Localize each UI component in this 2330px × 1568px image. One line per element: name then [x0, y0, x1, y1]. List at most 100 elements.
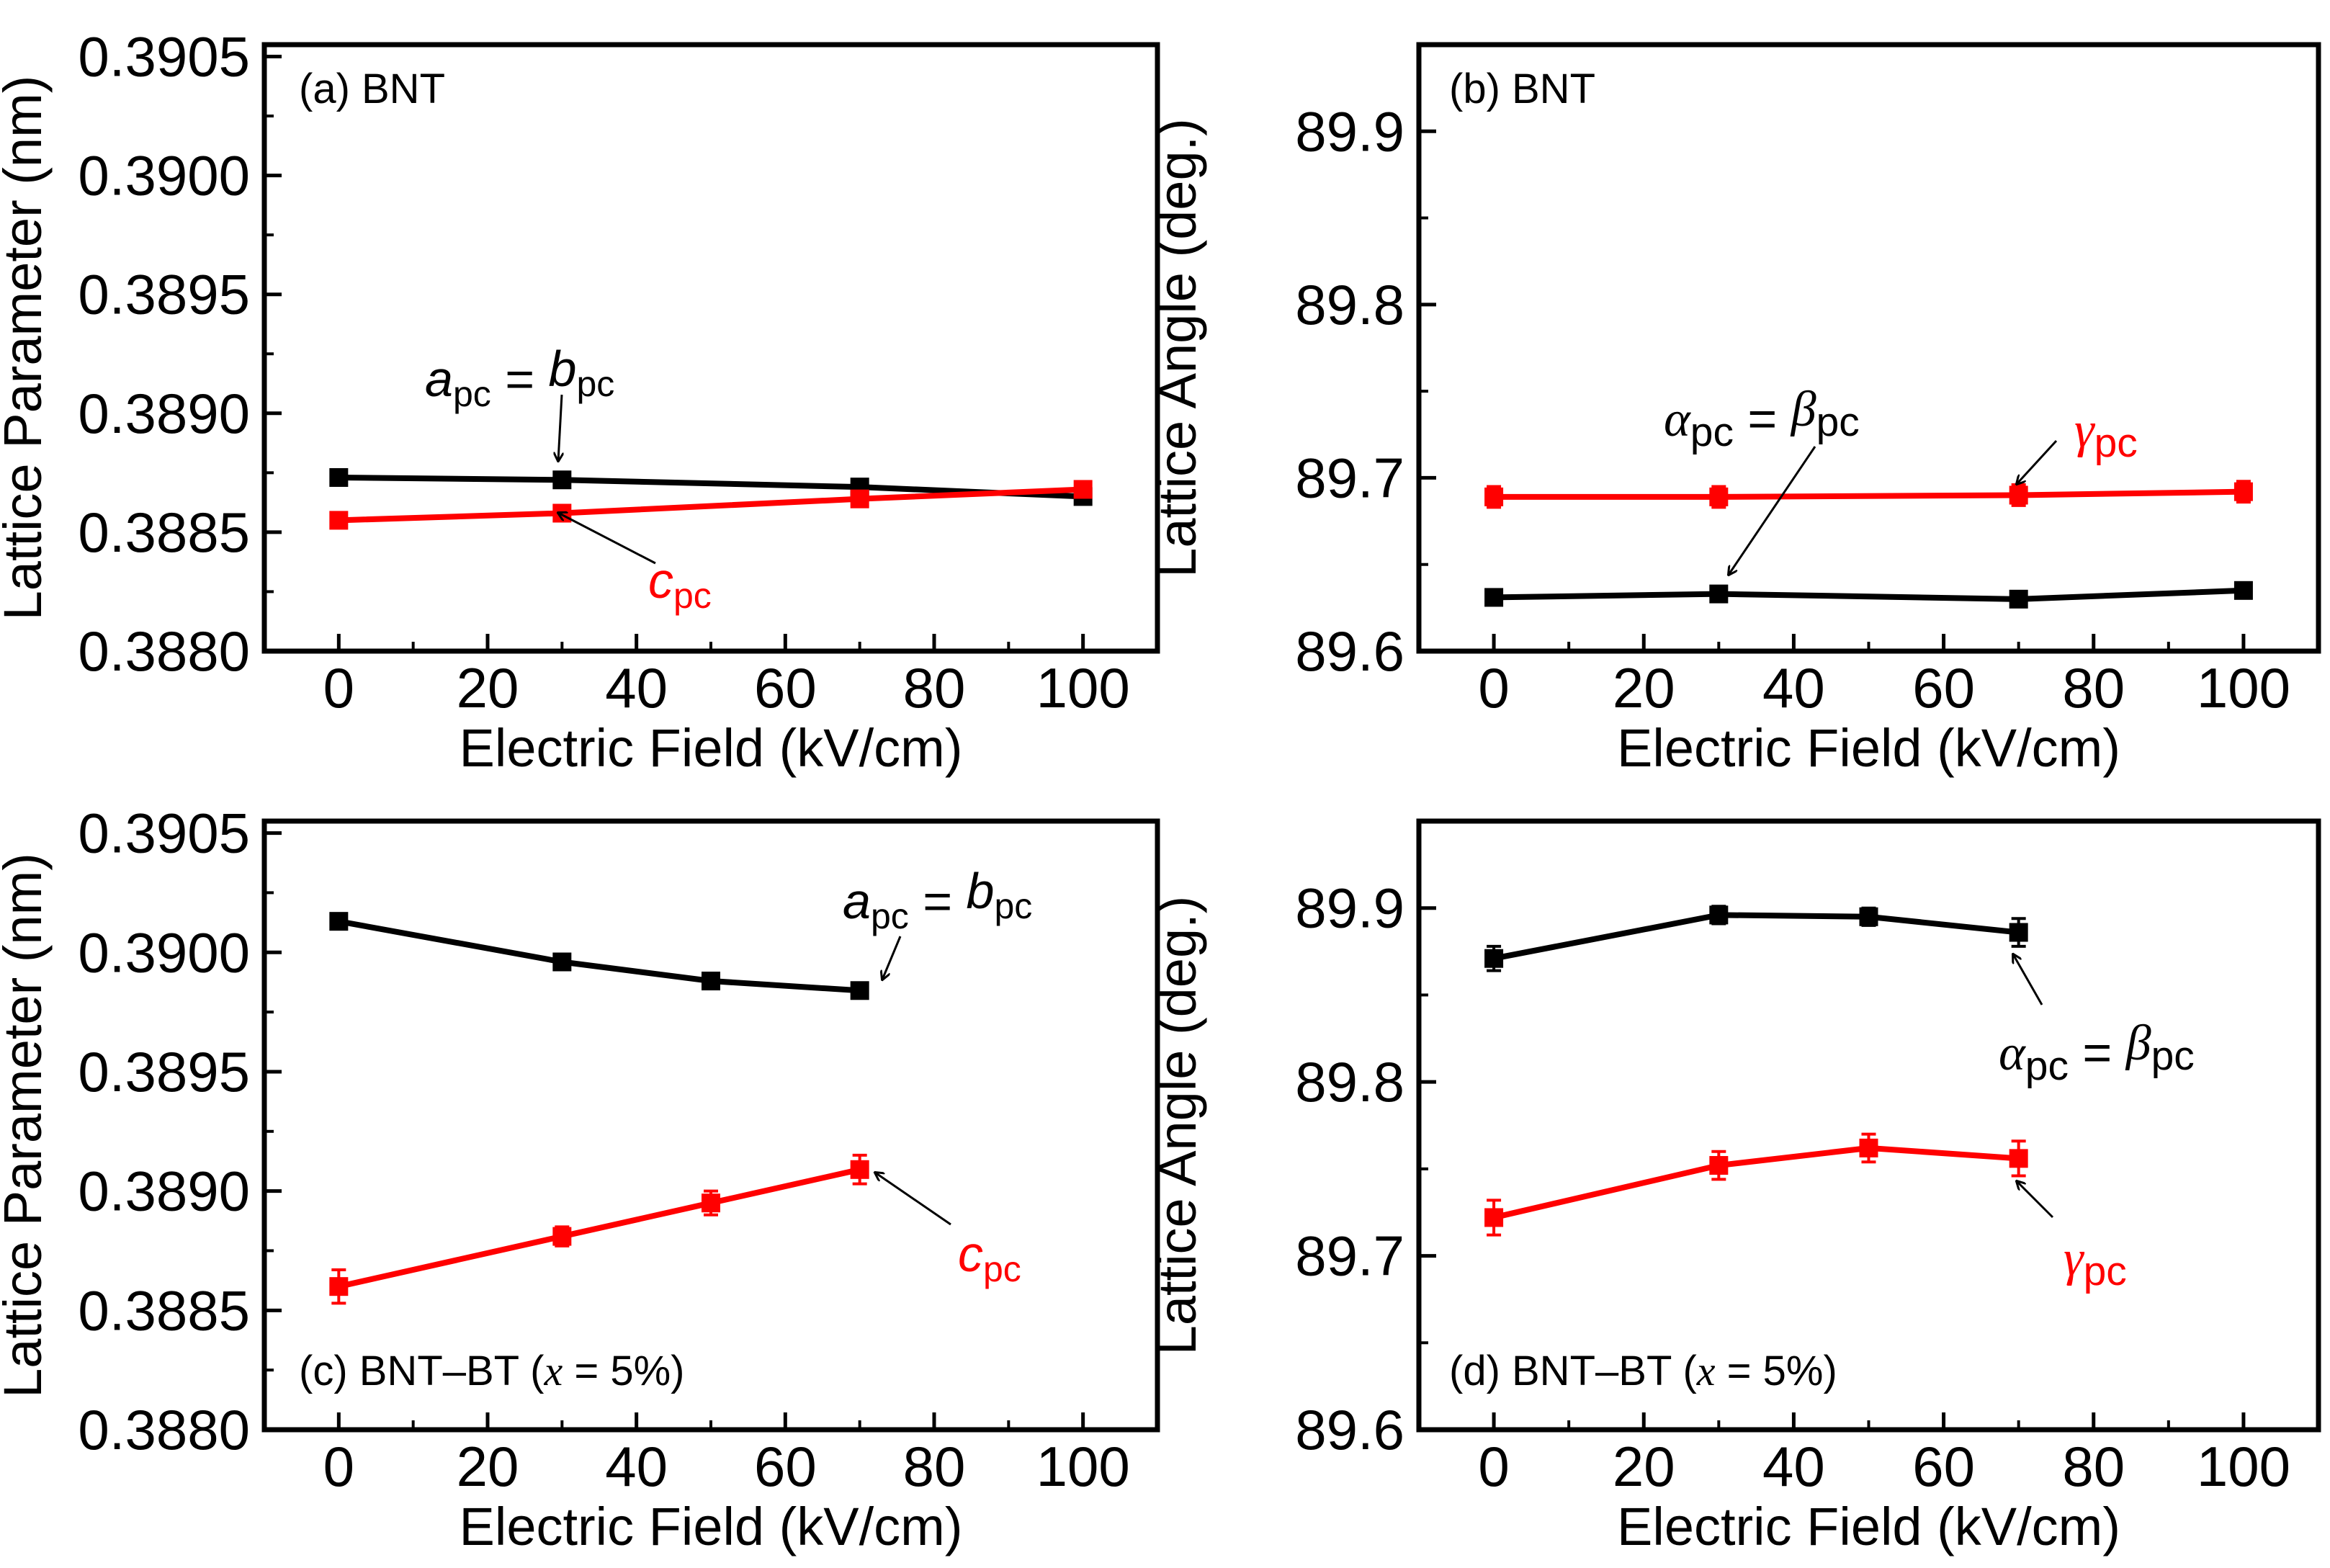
- series-line-red: [1494, 488, 2244, 500]
- y-tick-label: 0.3885: [78, 501, 250, 564]
- y-axis-title: Lattice Parameter (nm): [0, 76, 53, 621]
- annotation-arrow: [2017, 439, 2058, 484]
- data-point-red: [1709, 1156, 1729, 1175]
- series-line-red: [1493, 1144, 2019, 1221]
- data-point-red: [2233, 482, 2253, 501]
- series-annotation-red: cpc: [958, 1226, 1021, 1289]
- data-point-black: [2009, 923, 2028, 942]
- panel-a: 0 20 40 60 80 100 0.3880 0.3885 0.3890 0.3895 0.39…: [0, 25, 1160, 778]
- y-axis-title: Lattice Angle (deg.): [1147, 896, 1207, 1356]
- data-point-red: [702, 1193, 720, 1213]
- y-tick-label: 0.3900: [78, 920, 250, 984]
- x-axis-title: Electric Field (kV/cm): [460, 1497, 963, 1556]
- x-tick-label: 80: [903, 1435, 966, 1498]
- data-point-black: [1484, 588, 1504, 607]
- data-point-red: [1484, 487, 1504, 506]
- data-point-black: [850, 981, 869, 1000]
- x-axis-title: Electric Field (kV/cm): [1617, 718, 2120, 778]
- panel-b: 0 20 40 60 80 100 89.6 89.7 89.8 89.9 Electric Fie…: [1147, 42, 2321, 778]
- x-tick-label: 40: [1762, 1435, 1825, 1498]
- data-point-black: [1709, 905, 1729, 925]
- panel-label: (d) BNT–BT (x = 5%): [1449, 1348, 1837, 1394]
- y-tick-label: 89.6: [1295, 619, 1404, 683]
- data-point-red: [552, 1227, 572, 1246]
- annotation-arrow: [558, 513, 656, 565]
- x-tick-label: 0: [323, 1435, 354, 1498]
- data-point-red: [1484, 1208, 1504, 1227]
- series-annotation-red: γpc: [2064, 1231, 2127, 1294]
- data-point-red: [329, 511, 349, 530]
- x-tick-label: 20: [457, 1435, 519, 1498]
- data-point-black: [552, 952, 572, 972]
- x-tick-label: 40: [1762, 656, 1825, 720]
- data-point-black: [702, 972, 720, 991]
- x-tick-label: 60: [754, 1435, 817, 1498]
- panel-label: (c) BNT–BT (x = 5%): [299, 1348, 685, 1394]
- annotation-arrow: [875, 1173, 951, 1226]
- series-line-black: [1493, 912, 2020, 962]
- data-point-black: [1709, 584, 1729, 604]
- annotation-arrow: [1729, 446, 1816, 575]
- x-tick-label: 100: [1036, 1435, 1130, 1498]
- y-tick-label: 89.9: [1295, 877, 1404, 940]
- plot-frame: [261, 42, 1160, 654]
- y-tick-label: 89.7: [1295, 1224, 1404, 1288]
- x-tick-label: 0: [323, 656, 354, 720]
- x-tick-label: 100: [2197, 1435, 2290, 1498]
- x-tick-label: 100: [2197, 656, 2290, 720]
- y-axis-title: Lattice Parameter (nm): [0, 853, 53, 1398]
- y-tick-label: 89.8: [1295, 273, 1404, 336]
- x-tick-label: 40: [605, 656, 668, 720]
- series-annotation-black: αpc = βpc: [1664, 382, 1860, 455]
- x-tick-label: 20: [1613, 1435, 1675, 1498]
- panel-label: (b) BNT: [1449, 66, 1595, 112]
- y-tick-label: 89.9: [1295, 99, 1404, 163]
- x-tick-label: 20: [1613, 656, 1675, 720]
- x-tick-label: 40: [605, 1435, 668, 1498]
- y-tick-label: 0.3900: [78, 144, 250, 207]
- data-point-black: [1484, 949, 1504, 968]
- series-line-red: [339, 486, 1083, 524]
- y-tick-label: 0.3880: [78, 619, 250, 683]
- data-point-red: [1709, 487, 1729, 506]
- y-tick-label: 89.6: [1295, 1398, 1404, 1461]
- data-point-red: [2009, 485, 2028, 505]
- series-annotation-black: αpc = βpc: [1999, 1016, 2195, 1089]
- y-tick-label: 0.3905: [78, 802, 250, 865]
- annotation-arrow: [2017, 1181, 2054, 1219]
- y-axis-title: Lattice Angle (deg.): [1147, 118, 1207, 578]
- y-tick-label: 0.3885: [78, 1278, 250, 1342]
- y-tick-label: 89.7: [1295, 446, 1404, 509]
- data-point-red: [1859, 1138, 1878, 1157]
- x-tick-label: 80: [2062, 656, 2125, 720]
- series-line-black: [338, 918, 860, 994]
- series-annotation-black: apc = bpc: [843, 863, 1032, 936]
- series-annotation-red: γpc: [2074, 403, 2138, 466]
- plot-frame: [1416, 42, 2321, 654]
- x-tick-label: 100: [1036, 656, 1130, 720]
- data-point-black: [329, 912, 349, 931]
- y-tick-label: 89.8: [1295, 1050, 1404, 1114]
- panel-label: (a) BNT: [299, 66, 445, 112]
- x-tick-label: 60: [1912, 656, 1975, 720]
- y-tick-label: 0.3905: [78, 25, 250, 89]
- data-point-red: [552, 503, 572, 523]
- y-tick-label: 0.3880: [78, 1398, 250, 1461]
- x-tick-label: 0: [1478, 1435, 1509, 1498]
- series-annotation-red: cpc: [648, 552, 712, 616]
- data-point-red: [1073, 480, 1093, 499]
- x-axis-title: Electric Field (kV/cm): [1617, 1497, 2120, 1556]
- panel-d: 0 20 40 60 80 100 89.6 89.7 89.8 89.9 Electric Fie…: [1147, 818, 2321, 1556]
- annotation-arrow: [558, 394, 562, 461]
- annotation-arrow: [2013, 954, 2043, 1005]
- panel-c: 0 20 40 60 80 100 0.3880 0.3885 0.3890 0.3895 0.39…: [0, 802, 1160, 1556]
- y-tick-label: 0.3895: [78, 263, 250, 326]
- annotation-arrow: [882, 936, 902, 980]
- x-tick-label: 0: [1478, 656, 1509, 720]
- x-tick-label: 80: [903, 656, 966, 720]
- data-point-black: [329, 467, 349, 487]
- x-axis-title: Electric Field (kV/cm): [460, 718, 963, 778]
- x-tick-label: 80: [2062, 1435, 2125, 1498]
- data-point-red: [850, 489, 869, 509]
